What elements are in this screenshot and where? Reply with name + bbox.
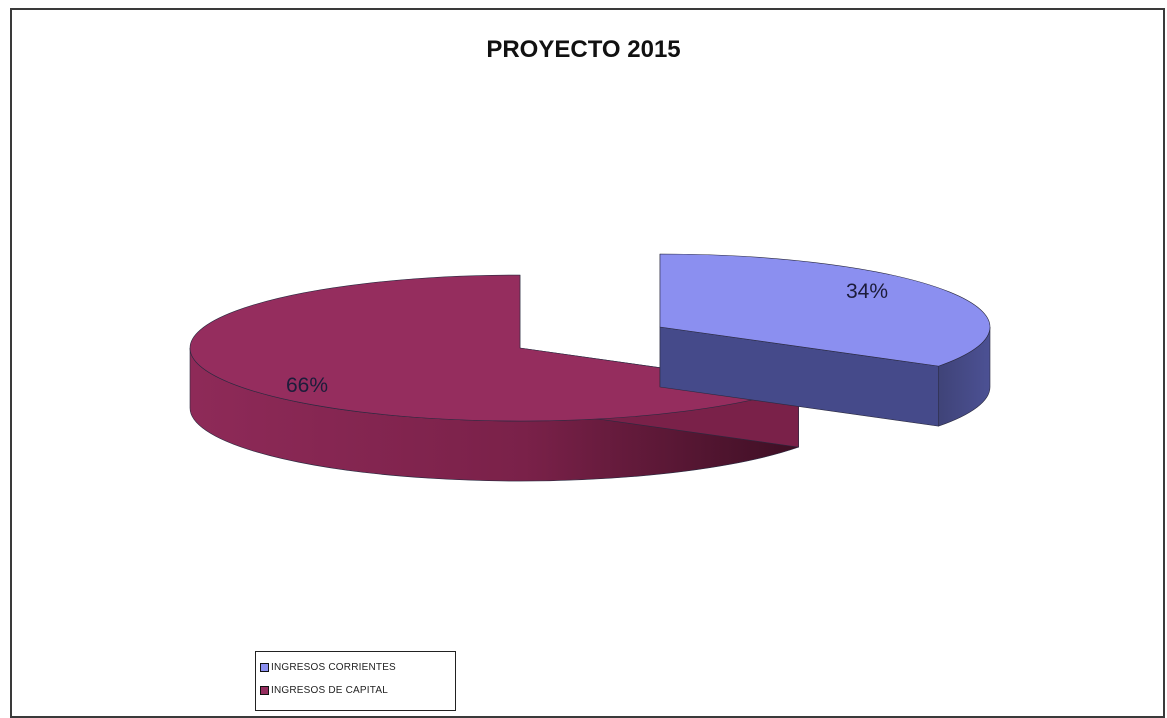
slice-ingresos-corrientes — [659, 253, 991, 427]
legend-item-ingresos-corrientes: INGRESOS CORRIENTES — [260, 658, 455, 676]
slice-ingresos-de-capital-top — [189, 274, 799, 422]
legend: INGRESOS CORRIENTES INGRESOS DE CAPITAL — [255, 651, 456, 711]
legend-label: INGRESOS DE CAPITAL — [271, 684, 388, 696]
legend-swatch-ingresos-de-capital — [260, 685, 269, 695]
data-label-ingresos-corrientes: 34% — [846, 280, 888, 303]
legend-item-ingresos-de-capital: INGRESOS DE CAPITAL — [260, 681, 455, 699]
data-label-ingresos-de-capital: 66% — [286, 374, 328, 397]
slice-ingresos-corrientes-top — [659, 253, 991, 367]
legend-label: INGRESOS CORRIENTES — [271, 661, 396, 673]
legend-swatch-ingresos-corrientes — [260, 662, 269, 672]
chart-title: PROYECTO 2015 — [486, 36, 681, 63]
slice-ingresos-de-capital — [189, 274, 799, 482]
